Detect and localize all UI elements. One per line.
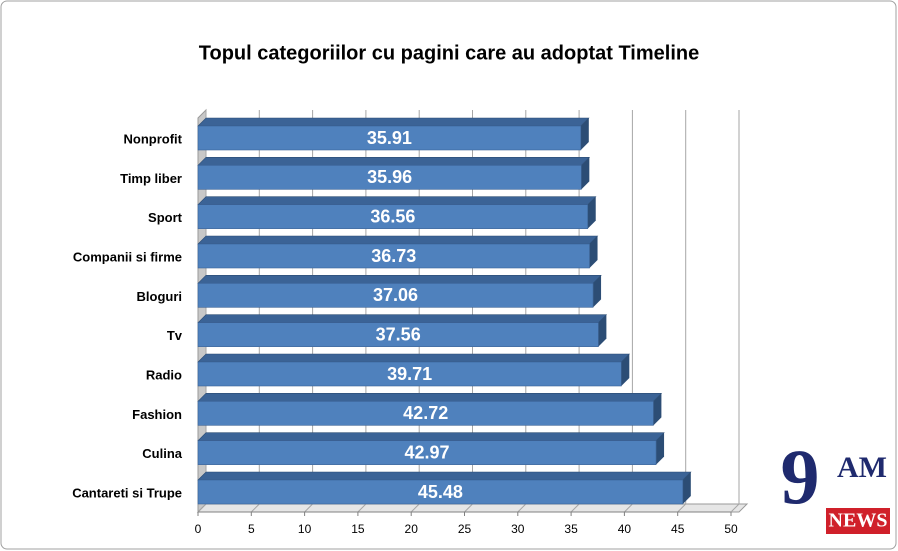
bar [197,235,599,269]
grid-floor-line [730,503,740,513]
bar-top [197,196,597,205]
bar-front [197,165,582,190]
logo-news-box [826,508,890,534]
bar-front [197,361,622,387]
x-tick-label: 50 [724,522,738,536]
y-tick-label: Nonprofit [124,131,183,146]
bar-top [197,117,590,127]
value-label: 37.56 [376,324,421,344]
x-tick-label: 25 [458,522,472,536]
y-tick-label: Culina [142,446,182,461]
bar [197,471,692,505]
grid-floor-line [517,503,527,513]
bar-front [197,125,582,151]
grid-floor-line [464,503,473,513]
x-tick-label: 0 [195,522,202,536]
value-label: 39.71 [387,364,432,384]
bar [197,157,591,190]
bar-top [197,353,631,363]
bar-side [581,157,590,190]
logo-digit: 9 [781,433,820,520]
y-tick-label: Timp liber [120,171,182,186]
value-label: 45.48 [418,482,463,502]
bar-side [598,314,607,347]
bar-top [197,393,663,402]
grid-floor-line [570,503,580,513]
x-tick-label: 40 [618,522,632,536]
bar-front [197,401,654,426]
bar-top [197,432,665,441]
bar-top [197,314,608,323]
bar-front [197,243,590,269]
grid-floor-line [250,503,260,513]
logo-news: NEWS [829,510,888,532]
bar-side [593,275,602,308]
value-label: 42.97 [405,442,450,462]
value-label: 36.56 [370,206,415,226]
x-tick-label: 5 [248,522,255,536]
value-label: 42.72 [403,403,448,423]
bar [197,196,597,229]
value-label: 35.96 [367,167,412,187]
floor [196,503,749,513]
grid-floor-line [677,503,687,513]
y-tick-label: Radio [146,367,182,382]
bar-front [197,479,684,505]
y-tick-label: Sport [148,210,183,225]
bar-side [621,354,630,386]
bar [197,353,631,387]
grid-floor-line [624,503,633,513]
bar-front [197,322,599,347]
bar [197,393,663,426]
x-tick-label: 30 [511,522,525,536]
bar-front [197,283,594,308]
value-label: 35.91 [367,128,412,148]
grid-floor-line [357,503,367,513]
bar-side [587,196,596,229]
y-tick-label: Fashion [132,407,182,422]
logo: 9 AM NEWS [781,433,890,534]
bar-side [580,118,589,150]
bar-side [653,393,662,426]
bar-side [682,472,691,504]
grid-floor-line [197,503,207,513]
value-label: 37.06 [373,285,418,305]
value-label: 36.73 [371,246,416,266]
x-tick-label: 10 [298,522,312,536]
bar-top [197,275,602,284]
x-tick-label: 15 [351,522,365,536]
bar-side [656,432,665,465]
logo-am: AM [837,451,887,484]
bar [197,432,665,465]
bar-front [197,440,657,465]
y-tick-label: Cantareti si Trupe [72,485,182,500]
x-tick-label: 45 [671,522,685,536]
bar-front [197,204,589,229]
bar-top [197,235,599,245]
bar-side [589,236,598,268]
chart-title: Topul categoriilor cu pagini care au ado… [199,42,699,64]
x-tick-label: 35 [564,522,578,536]
bar [197,117,590,151]
x-tick-label: 20 [405,522,419,536]
bar [197,314,608,347]
y-tick-label: Bloguri [137,289,183,304]
bar-top [197,157,591,166]
bar [197,275,602,308]
grid-floor-line [304,503,313,513]
grid-floor-line [410,503,420,513]
bar-top [197,471,692,481]
y-tick-label: Companii si firme [73,249,182,264]
y-tick-label: Tv [167,328,183,343]
